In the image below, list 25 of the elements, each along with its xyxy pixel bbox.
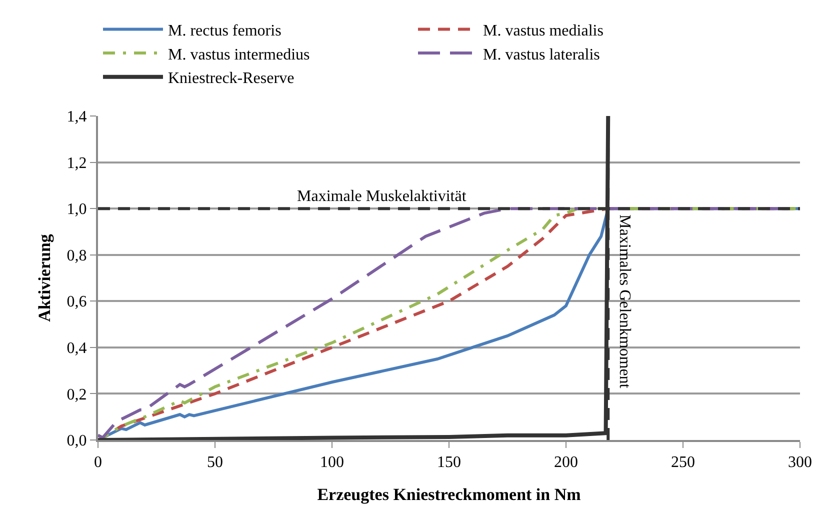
legend-label: M. vastus lateralis [483,46,600,64]
x-tick-label: 100 [320,454,344,472]
y-tick-label: 1,0 [66,201,87,218]
y-tick-label: 0,2 [66,386,87,404]
x-axis-title: Erzeugtes Kniestreckmoment in Nm [317,485,581,504]
y-tick-label: 1,2 [66,154,87,172]
legend-label: M. vastus medialis [483,22,604,40]
x-tick-label: 150 [437,454,461,472]
legend-label: M. vastus intermedius [168,46,310,64]
y-tick-label: 0,0 [66,432,87,450]
y-tick-label: 0,6 [66,294,87,311]
y-tick-label: 1,4 [66,108,87,126]
y-axis-title: Aktivierung [34,234,54,322]
x-tick-label: 0 [94,454,102,472]
legend-label: Kniestreck-Reserve [168,70,294,88]
ref-line-label: Maximale Muskelaktivität [297,188,467,205]
ref-line-label: Maximales Gelenkmoment [616,214,633,389]
y-tick-label: 0,8 [66,247,87,264]
x-tick-label: 200 [554,454,578,472]
x-tick-label: 300 [788,454,812,472]
legend-label: M. rectus femoris [168,22,282,40]
x-tick-label: 250 [671,454,695,472]
x-tick-label: 50 [207,454,223,472]
y-tick-label: 0,4 [66,340,87,358]
line-series [98,207,800,440]
